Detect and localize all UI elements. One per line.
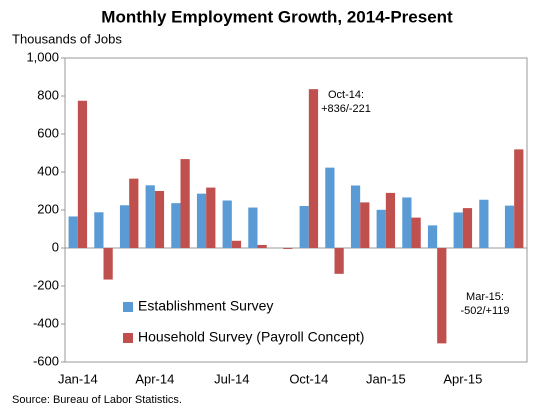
y-tick-label: -400 — [33, 315, 59, 330]
bar — [171, 203, 181, 248]
annotation: -502/+119 — [460, 305, 509, 317]
annotation: Mar-15: — [466, 291, 504, 303]
bar — [308, 89, 319, 248]
bar — [248, 207, 258, 248]
bar — [77, 100, 88, 248]
bar — [360, 202, 370, 248]
legend-label: Establishment Survey — [138, 298, 273, 314]
bar — [231, 240, 242, 248]
source: Source: Bureau of Labor Statistics. — [12, 394, 182, 406]
y-tick-label: 600 — [37, 125, 59, 140]
bar — [119, 205, 130, 248]
bar — [283, 248, 293, 249]
bar — [334, 248, 344, 274]
bar — [154, 191, 165, 248]
x-tick-label: Oct-14 — [289, 371, 328, 386]
bar — [350, 185, 361, 248]
bar — [196, 193, 207, 248]
bar — [427, 225, 438, 248]
bar — [257, 244, 267, 248]
bar — [68, 216, 78, 248]
x-tick-label: Apr-14 — [135, 371, 174, 386]
x-tick-label: Apr-15 — [443, 371, 482, 386]
bar — [180, 159, 190, 248]
x-tick-label: Jan-15 — [366, 371, 406, 386]
bar — [411, 217, 421, 248]
x-tick-label: Jan-14 — [58, 371, 98, 386]
bar — [514, 149, 524, 248]
bar — [103, 248, 113, 280]
y-tick-label: -600 — [33, 353, 59, 368]
bar — [385, 192, 396, 248]
bar — [206, 187, 216, 248]
legend-swatch — [123, 333, 133, 343]
bar — [129, 178, 139, 248]
y-tick-label: 1,000 — [26, 49, 59, 64]
legend-swatch — [123, 302, 133, 312]
annotation: Oct-14: — [328, 89, 364, 101]
y-axis-label: Thousands of Jobs — [12, 31, 122, 46]
bar — [504, 205, 515, 248]
bar — [299, 206, 309, 248]
bar — [145, 185, 155, 248]
y-tick-label: -200 — [33, 277, 59, 292]
bar — [325, 167, 335, 248]
annotation: +836/-221 — [321, 103, 371, 115]
legend-label: Household Survey (Payroll Concept) — [138, 329, 364, 345]
bar — [462, 208, 473, 248]
y-tick-label: 400 — [37, 163, 59, 178]
bar — [453, 212, 463, 248]
bar — [222, 200, 232, 248]
y-tick-label: 0 — [52, 239, 59, 254]
y-tick-label: 200 — [37, 201, 59, 216]
x-tick-label: Jul-14 — [214, 371, 249, 386]
y-tick-label: 800 — [37, 87, 59, 102]
bar — [402, 197, 412, 248]
bar — [479, 199, 489, 248]
bar — [437, 248, 447, 344]
bar — [376, 209, 386, 248]
bar — [94, 212, 104, 248]
chart-title: Monthly Employment Growth, 2014-Present — [101, 7, 453, 26]
